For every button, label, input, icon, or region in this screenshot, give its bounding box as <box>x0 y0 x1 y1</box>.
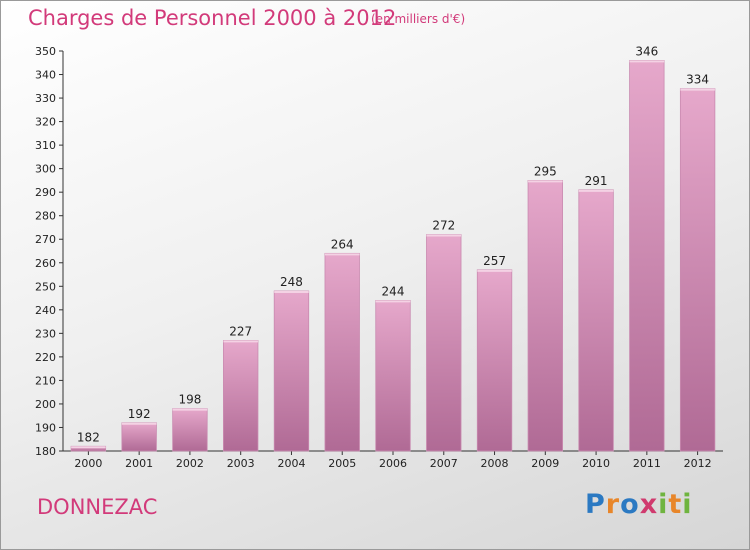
x-tick-label: 2006 <box>379 457 407 470</box>
y-tick-label: 280 <box>35 210 56 223</box>
bar[interactable] <box>578 189 614 452</box>
data-label: 227 <box>229 324 252 338</box>
y-tick-label: 180 <box>35 445 56 458</box>
data-label: 198 <box>178 393 201 407</box>
y-tick-label: 210 <box>35 374 56 387</box>
x-tick-label: 2012 <box>684 457 712 470</box>
y-tick-label: 300 <box>35 163 56 176</box>
bar[interactable] <box>223 340 259 452</box>
y-tick-label: 270 <box>35 233 56 246</box>
y-tick-label: 350 <box>35 45 56 58</box>
y-tick-label: 290 <box>35 186 56 199</box>
proxiti-logo[interactable]: Proxiti <box>585 489 693 520</box>
y-tick-label: 340 <box>35 69 56 82</box>
bar[interactable] <box>629 60 665 452</box>
data-label: 248 <box>280 275 303 289</box>
bar[interactable] <box>375 300 411 452</box>
x-tick-label: 2004 <box>277 457 305 470</box>
y-tick-label: 230 <box>35 327 56 340</box>
y-tick-label: 250 <box>35 280 56 293</box>
bar[interactable] <box>324 252 360 452</box>
logo-letter: i <box>682 489 693 520</box>
y-tick-label: 320 <box>35 116 56 129</box>
x-tick-label: 2001 <box>125 457 153 470</box>
x-tick-label: 2000 <box>74 457 102 470</box>
x-tick-label: 2009 <box>531 457 559 470</box>
data-label: 334 <box>686 73 709 87</box>
chart-unit: (en milliers d'€) <box>371 12 466 26</box>
bar[interactable] <box>679 88 716 452</box>
data-label: 272 <box>432 219 455 233</box>
data-label: 257 <box>483 254 506 268</box>
y-tick-label: 310 <box>35 139 56 152</box>
x-tick-label: 2002 <box>176 457 204 470</box>
y-tick-label: 330 <box>35 92 56 105</box>
x-tick-label: 2003 <box>227 457 255 470</box>
data-label: 264 <box>331 237 354 251</box>
y-tick-label: 190 <box>35 421 56 434</box>
data-label: 244 <box>382 284 405 298</box>
x-tick-label: 2008 <box>481 457 509 470</box>
y-tick-label: 240 <box>35 304 56 317</box>
logo-letter: P <box>585 489 606 520</box>
logo-letter: r <box>605 489 621 520</box>
logo-letter: x <box>639 489 659 520</box>
x-tick-label: 2011 <box>633 457 661 470</box>
y-tick-label: 220 <box>35 351 56 364</box>
bar[interactable] <box>121 422 157 452</box>
bar[interactable] <box>172 408 208 452</box>
data-label: 291 <box>585 174 608 188</box>
commune-name: DONNEZAC <box>37 495 158 519</box>
data-label: 346 <box>635 44 658 58</box>
chart-title: Charges de Personnel 2000 à 2012 <box>28 6 397 30</box>
bar[interactable] <box>476 269 513 452</box>
x-tick-label: 2010 <box>582 457 610 470</box>
bar[interactable] <box>527 180 563 452</box>
logo-letter: i <box>658 489 669 520</box>
y-tick-label: 200 <box>35 398 56 411</box>
data-label: 295 <box>534 164 557 178</box>
x-tick-label: 2005 <box>328 457 356 470</box>
data-label: 192 <box>128 407 151 421</box>
x-tick-label: 2007 <box>430 457 458 470</box>
bar[interactable] <box>426 234 462 452</box>
bar[interactable] <box>273 290 310 452</box>
y-tick-label: 260 <box>35 257 56 270</box>
logo-letter: t <box>668 489 683 520</box>
logo-letter: o <box>620 489 640 520</box>
data-label: 182 <box>77 430 100 444</box>
